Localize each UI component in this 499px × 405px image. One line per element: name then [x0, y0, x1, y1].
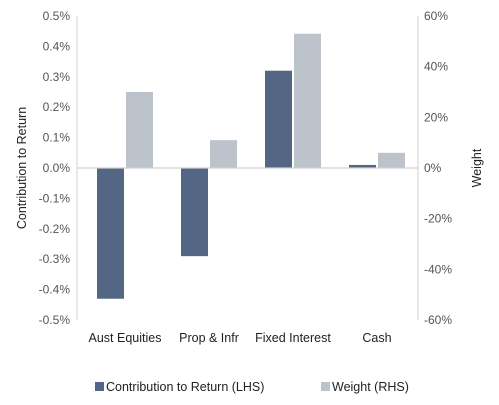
right-tick-label: -40%: [424, 262, 452, 276]
bar-weight: [378, 152, 405, 168]
bar-contribution: [181, 168, 208, 257]
bar-contribution: [97, 168, 124, 299]
right-axis-ticks: 60% 40% 20% 0% -20% -40% -60%: [424, 9, 452, 327]
left-tick-label: 0.4%: [43, 39, 71, 53]
right-tick-label: -20%: [424, 212, 452, 226]
left-tick-label: -0.5%: [39, 313, 71, 327]
left-axis-ticks: 0.5% 0.4% 0.3% 0.2% 0.1% 0.0% -0.1% -0.2% -0.3% -…: [39, 9, 71, 327]
left-tick-label: 0.2%: [43, 100, 71, 114]
category-label: Prop & Infr: [179, 331, 239, 345]
left-tick-label: -0.1%: [39, 191, 71, 205]
left-tick-label: 0.3%: [43, 70, 71, 84]
legend-label: Weight (RHS): [332, 380, 409, 394]
right-axis-title: Weight: [470, 148, 484, 187]
legend-swatch: [321, 382, 330, 391]
category-label: Cash: [362, 331, 391, 345]
category-label: Aust Equities: [89, 331, 162, 345]
left-tick-label: -0.2%: [39, 222, 71, 236]
bars: [97, 33, 405, 299]
left-axis-title: Contribution to Return: [15, 107, 29, 229]
right-tick-label: 20%: [424, 110, 448, 124]
left-tick-label: 0.1%: [43, 131, 71, 145]
bar-contribution: [265, 70, 292, 168]
bar-weight: [294, 33, 321, 168]
bar-weight: [126, 92, 153, 168]
left-tick-label: -0.4%: [39, 283, 71, 297]
left-tick-label: 0.0%: [43, 161, 71, 175]
left-tick-label: 0.5%: [43, 9, 71, 23]
category-labels: Aust Equities Prop & Infr Fixed Interest Ca…: [89, 331, 392, 345]
left-tick-label: -0.3%: [39, 252, 71, 266]
right-tick-label: -60%: [424, 313, 452, 327]
bar-weight: [210, 140, 237, 168]
legend-swatch: [95, 382, 104, 391]
category-label: Fixed Interest: [255, 331, 331, 345]
bar-contribution: [349, 164, 376, 168]
legend-label: Contribution to Return (LHS): [106, 380, 264, 394]
right-tick-label: 40%: [424, 60, 448, 74]
legend: Contribution to Return (LHS) Weight (RHS): [95, 380, 409, 394]
right-tick-label: 60%: [424, 9, 448, 23]
right-tick-label: 0%: [424, 161, 442, 175]
